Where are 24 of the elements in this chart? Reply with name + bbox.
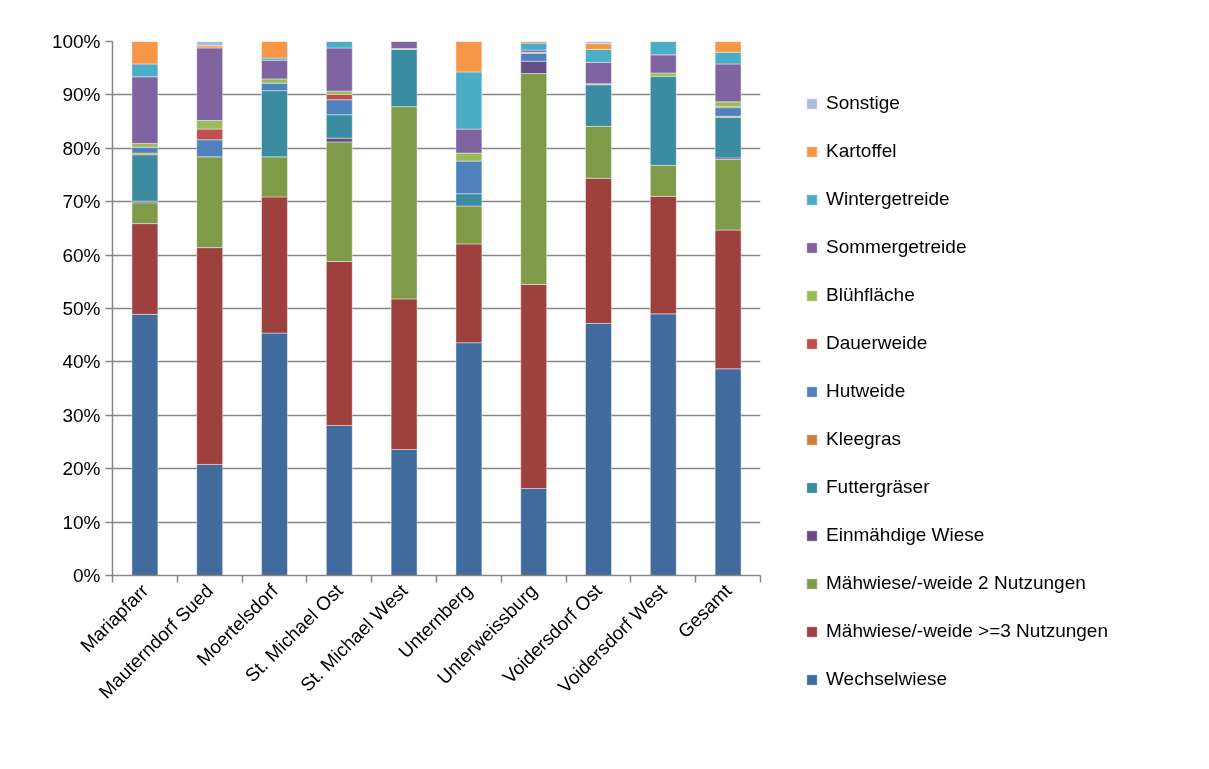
y-tick-label: 20% — [62, 458, 101, 480]
legend-label: Wechselwiese — [826, 668, 948, 690]
legend-label: Futtergräser — [826, 476, 930, 498]
legend-label: Dauerweide — [826, 332, 928, 354]
y-tick-label: 30% — [62, 404, 101, 426]
y-tick-label: 0% — [73, 565, 101, 586]
y-tick-label: 100% — [51, 31, 101, 52]
legend-label: Sommergetreide — [826, 236, 967, 258]
y-tick-label: 60% — [62, 244, 101, 266]
y-tick-label: 90% — [62, 84, 101, 106]
y-tick-label: 40% — [62, 351, 101, 373]
y-tick-label: 80% — [62, 137, 101, 159]
legend-label: Hutweide — [826, 380, 906, 402]
legend-label: Blühfläche — [826, 284, 915, 306]
y-tick-label: 50% — [62, 298, 101, 319]
legend-label: Einmähdige Wiese — [826, 524, 985, 546]
y-tick-label: 10% — [62, 511, 101, 533]
legend-label: Kleegras — [826, 428, 901, 450]
legend-label: Mähwiese/-weide 2 Nutzungen — [826, 572, 1086, 594]
legend-label: Kartoffel — [826, 140, 897, 162]
y-tick-label: 70% — [62, 191, 101, 213]
legend-label: Wintergetreide — [826, 188, 950, 210]
legend-label: Sonstige — [826, 92, 900, 114]
legend-label: Mähwiese/-weide >=3 Nutzungen — [826, 620, 1109, 642]
